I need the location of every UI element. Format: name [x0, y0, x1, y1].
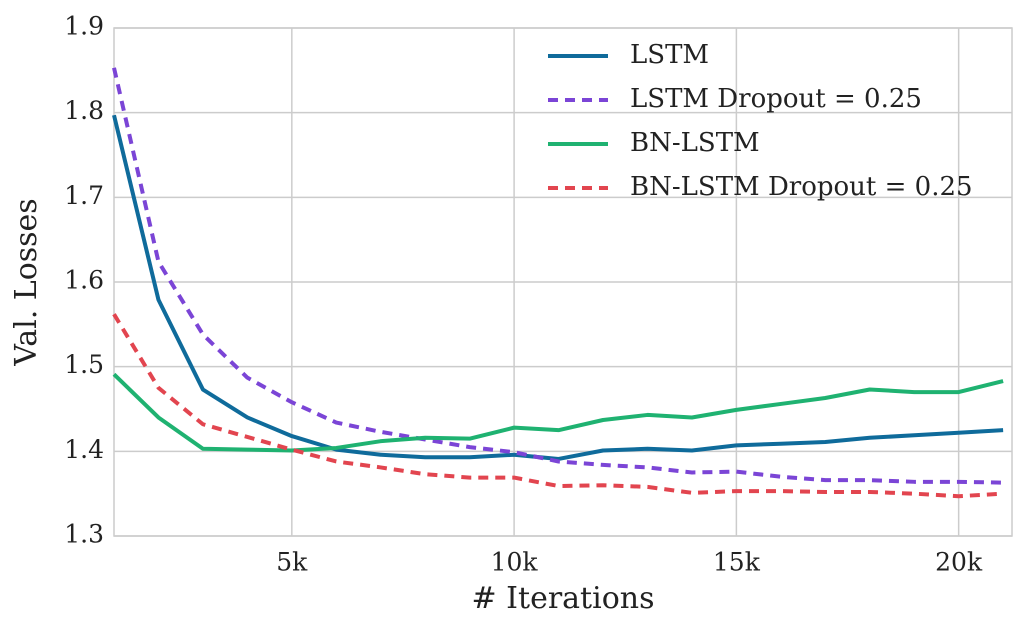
- y-tick-label: 1.3: [64, 520, 104, 549]
- series-line: [112, 114, 1004, 461]
- y-tick-label: 1.8: [64, 96, 104, 125]
- y-tick-label: 1.6: [64, 266, 104, 295]
- y-axis-label: Val. Losses: [9, 198, 44, 366]
- legend-label: BN-LSTM: [630, 128, 760, 158]
- plot-frame: [113, 27, 1013, 537]
- y-tick-label: 1.7: [64, 181, 104, 210]
- series-line: [112, 67, 1004, 485]
- x-tick-label: 10k: [491, 548, 539, 577]
- legend-label: BN-LSTM Dropout = 0.25: [630, 172, 973, 202]
- legend-label: LSTM: [630, 40, 709, 70]
- y-tick-label: 1.9: [64, 12, 104, 41]
- x-axis-label: # Iterations: [472, 581, 655, 616]
- y-tick-label: 1.5: [64, 350, 104, 379]
- y-tick-label: 1.4: [64, 435, 104, 464]
- x-tick-label: 20k: [935, 548, 983, 577]
- series-line: [112, 313, 1004, 499]
- x-tick-label: 5k: [276, 548, 308, 577]
- x-tick-label: 15k: [713, 548, 761, 577]
- legend-label: LSTM Dropout = 0.25: [630, 84, 922, 114]
- series-line: [112, 372, 1004, 453]
